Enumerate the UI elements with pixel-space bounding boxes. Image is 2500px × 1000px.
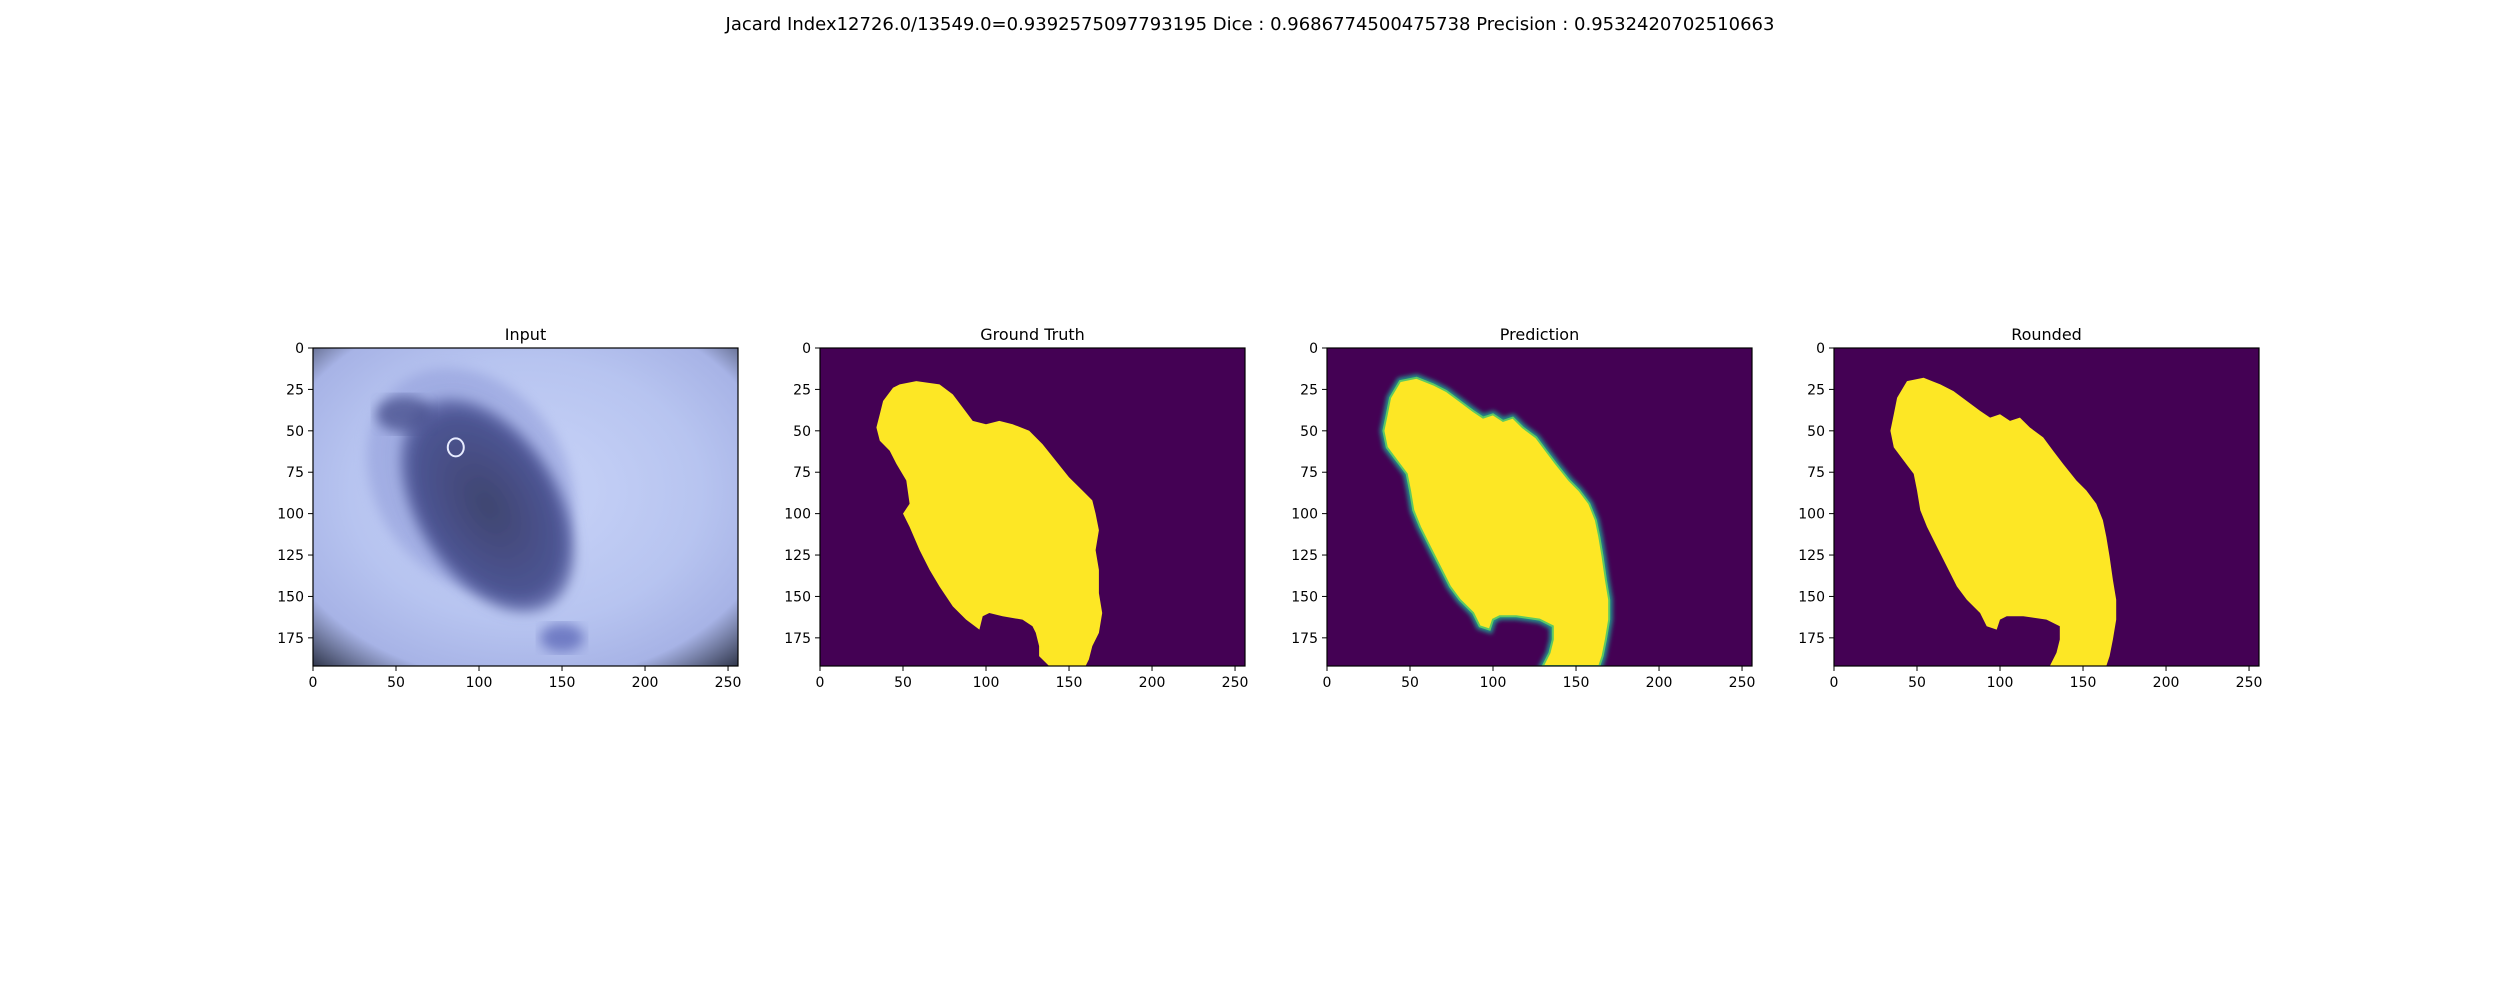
y-tick-label: 0	[1816, 341, 1825, 357]
mask-region	[1382, 376, 1611, 666]
x-tick-label: 0	[816, 675, 825, 691]
x-tick-label: 200	[1646, 675, 1673, 691]
bubble-artifact	[446, 437, 465, 458]
y-tick-label: 75	[1300, 465, 1318, 481]
x-tick-label: 150	[549, 675, 576, 691]
y-tick-label: 150	[784, 589, 811, 605]
y-tick-label: 100	[784, 507, 811, 523]
x-tick-label: 100	[1987, 675, 2014, 691]
y-tick-label: 175	[784, 631, 811, 647]
y-tick-label: 125	[277, 548, 304, 564]
y-tick-label: 50	[1300, 424, 1318, 440]
x-tick-label: 200	[632, 675, 659, 691]
x-tick-label: 50	[1401, 675, 1419, 691]
y-tick-label: 175	[277, 631, 304, 647]
x-tick-label: 250	[1729, 675, 1756, 691]
y-tick-label: 0	[1309, 341, 1318, 357]
y-tick-label: 100	[1291, 507, 1318, 523]
x-tick-label: 50	[1908, 675, 1926, 691]
figure-suptitle: Jacard Index12726.0/13549.0=0.9392575097…	[725, 14, 1775, 35]
axes-frame	[1326, 347, 1753, 667]
y-tick-label: 150	[1291, 589, 1318, 605]
x-tick-label: 150	[2070, 675, 2097, 691]
x-tick-label: 250	[2236, 675, 2263, 691]
axes-frame	[1833, 347, 2260, 667]
x-tick-label: 0	[1830, 675, 1839, 691]
x-tick-label: 250	[715, 675, 742, 691]
panel-2: Prediction 0 50 100 150 200 250 0 25 50 75 100 125 15…	[1291, 325, 1755, 691]
lesion-lower-spot	[540, 623, 585, 652]
panel-title: Rounded	[2011, 325, 2082, 344]
x-tick-label: 150	[1563, 675, 1590, 691]
x-tick-label: 150	[1056, 675, 1083, 691]
y-tick-label: 50	[793, 424, 811, 440]
panel-3: Rounded 0 50 100 150 200 250 0 25 50 75 100 125 150 17…	[1798, 325, 2262, 691]
x-tick-label: 100	[1480, 675, 1507, 691]
panel-image-0	[313, 348, 738, 666]
axes-frame	[312, 347, 739, 667]
x-tick-label: 0	[309, 675, 318, 691]
panel-0: Input 0 50 100 150 200 250 0 25 50 75 100 125 150 175	[277, 325, 741, 691]
axes-frame	[819, 347, 1246, 667]
y-tick-label: 25	[793, 382, 811, 398]
y-tick-label: 25	[1300, 382, 1318, 398]
y-tick-label: 150	[277, 589, 304, 605]
panel-title: Ground Truth	[980, 325, 1085, 344]
mask-region	[876, 381, 1103, 666]
y-tick-label: 75	[793, 465, 811, 481]
panel-title: Prediction	[1500, 325, 1579, 344]
y-tick-label: 0	[802, 341, 811, 357]
x-tick-label: 50	[387, 675, 405, 691]
y-tick-label: 75	[1807, 465, 1825, 481]
x-tick-label: 250	[1222, 675, 1249, 691]
panel-image-2	[1327, 348, 1752, 666]
lesion-body	[399, 398, 575, 613]
x-tick-label: 100	[973, 675, 1000, 691]
y-tick-label: 125	[784, 548, 811, 564]
mask-region	[1890, 377, 2117, 666]
y-tick-label: 50	[286, 424, 304, 440]
y-tick-label: 125	[1291, 548, 1318, 564]
x-tick-label: 0	[1323, 675, 1332, 691]
lesion-upper-spot	[376, 396, 433, 433]
y-tick-label: 75	[286, 465, 304, 481]
panel-image-1	[820, 348, 1245, 666]
y-tick-label: 100	[277, 507, 304, 523]
x-tick-label: 200	[2153, 675, 2180, 691]
x-tick-label: 200	[1139, 675, 1166, 691]
panel-title: Input	[505, 325, 546, 344]
panel-1: Ground Truth 0 50 100 150 200 250 0 25 50 75 100 125…	[784, 325, 1248, 691]
panel-image-3	[1834, 348, 2259, 666]
y-tick-label: 0	[295, 341, 304, 357]
y-tick-label: 125	[1798, 548, 1825, 564]
y-tick-label: 150	[1798, 589, 1825, 605]
y-tick-label: 100	[1798, 507, 1825, 523]
y-tick-label: 25	[1807, 382, 1825, 398]
y-tick-label: 25	[286, 382, 304, 398]
y-tick-label: 175	[1291, 631, 1318, 647]
x-tick-label: 100	[466, 675, 493, 691]
y-tick-label: 175	[1798, 631, 1825, 647]
y-tick-label: 50	[1807, 424, 1825, 440]
x-tick-label: 50	[894, 675, 912, 691]
